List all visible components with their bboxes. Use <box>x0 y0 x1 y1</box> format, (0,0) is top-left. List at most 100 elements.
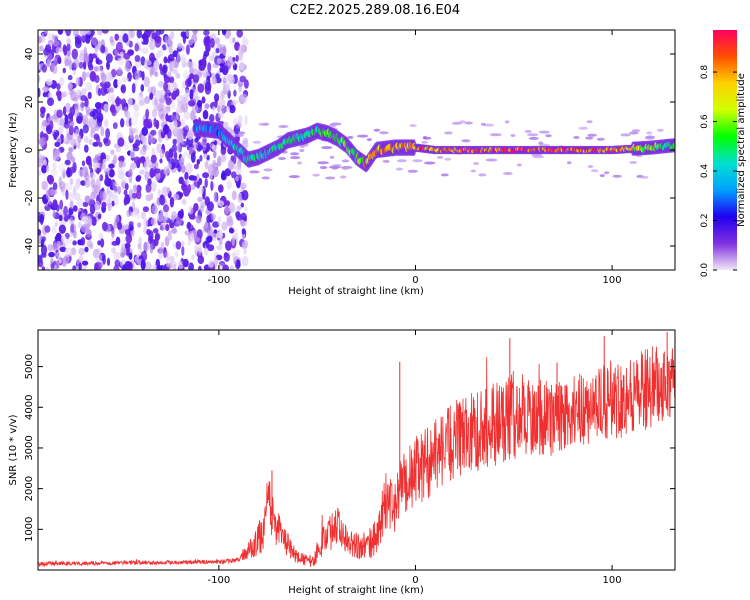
noise-blob <box>193 141 199 150</box>
noise-blob <box>85 106 91 113</box>
noise-blob <box>184 171 189 181</box>
noise-blob <box>115 236 121 246</box>
noise-blob <box>174 250 179 258</box>
noise-blob <box>221 65 229 76</box>
noise-blob <box>157 247 164 254</box>
noise-blob <box>137 222 142 228</box>
noise-blob <box>98 232 104 240</box>
noise-blob <box>139 169 145 175</box>
noise-blob <box>312 173 320 177</box>
noise-blob <box>41 266 46 270</box>
noise-blob <box>141 126 149 136</box>
noise-blob <box>73 205 78 212</box>
noise-blob <box>129 125 133 137</box>
noise-blob <box>145 108 150 119</box>
noise-blob <box>423 161 436 165</box>
noise-blob <box>94 200 101 211</box>
noise-blob <box>54 221 59 227</box>
noise-blob <box>226 106 230 113</box>
noise-blob <box>170 31 175 40</box>
snr-series-line <box>38 346 675 568</box>
noise-blob <box>188 146 194 154</box>
noise-blob <box>526 133 539 137</box>
noise-blob <box>243 216 247 222</box>
snr-ytick-label: 4000 <box>24 395 35 420</box>
noise-blob <box>223 122 227 129</box>
snr-ylabel: SNR (10 * v/v) <box>8 414 19 485</box>
noise-blob <box>154 60 159 70</box>
noise-blob <box>42 85 50 93</box>
noise-blob <box>124 260 132 270</box>
noise-blob <box>603 171 610 175</box>
noise-blob <box>263 168 273 172</box>
noise-blob <box>176 141 181 153</box>
noise-blob <box>68 112 74 120</box>
noise-blob <box>85 215 91 223</box>
noise-blob <box>81 71 87 82</box>
noise-blob <box>187 240 192 246</box>
noise-blob <box>175 240 182 250</box>
noise-blob <box>207 62 212 73</box>
spectrogram-axes: -100 0 100 -40 -20 0 20 40 <box>24 30 675 286</box>
spectrogram-ytick-label: 20 <box>24 96 35 109</box>
noise-blob <box>252 140 262 144</box>
noise-blob <box>396 159 407 163</box>
noise-blob <box>161 186 169 197</box>
noise-blob <box>238 44 246 56</box>
noise-blob <box>69 121 75 127</box>
noise-blob <box>64 247 72 257</box>
noise-blob <box>451 121 462 125</box>
noise-blob <box>85 30 92 36</box>
noise-blob <box>71 48 79 60</box>
noise-blob <box>89 242 94 250</box>
noise-blob <box>50 261 55 270</box>
snr-xlabel: Height of straight line (km) <box>288 585 424 596</box>
noise-blob <box>150 181 157 192</box>
noise-blob <box>226 74 234 82</box>
noise-blob <box>105 72 113 82</box>
noise-blob <box>184 89 190 98</box>
noise-blob <box>171 144 178 152</box>
spectrogram-marks <box>38 30 675 270</box>
noise-blob <box>538 130 550 134</box>
noise-blob <box>94 74 100 84</box>
noise-blob <box>97 213 102 220</box>
noise-blob <box>113 79 119 89</box>
noise-blob <box>236 259 241 268</box>
noise-blob <box>52 161 57 171</box>
noise-blob <box>237 131 246 135</box>
noise-blob <box>193 163 199 170</box>
colorbar-tick-label: 0.6 <box>700 114 710 129</box>
noise-blob <box>38 149 41 155</box>
noise-blob <box>657 128 664 132</box>
noise-blob <box>133 156 141 165</box>
snr-ytick-label: 2000 <box>24 476 35 501</box>
noise-blob <box>216 264 223 270</box>
noise-blob <box>129 162 136 171</box>
noise-blob <box>84 144 89 153</box>
noise-blob <box>218 47 226 54</box>
noise-blob <box>50 62 55 72</box>
noise-blob <box>103 81 111 89</box>
noise-blob <box>213 191 218 203</box>
noise-blob <box>62 67 66 74</box>
noise-blob <box>68 124 74 136</box>
noise-blob <box>379 131 389 135</box>
noise-blob <box>172 138 177 146</box>
noise-blob <box>133 104 140 112</box>
noise-blob <box>331 166 339 170</box>
noise-blob <box>213 140 218 146</box>
noise-blob <box>187 76 192 86</box>
noise-blob <box>170 101 176 110</box>
noise-blob <box>173 193 180 201</box>
noise-blob <box>44 266 50 270</box>
noise-blob <box>185 163 193 174</box>
noise-blob <box>339 175 347 179</box>
noise-blob <box>629 161 638 164</box>
noise-blob <box>120 252 125 258</box>
noise-blob <box>538 141 544 145</box>
noise-blob <box>152 228 159 234</box>
noise-blob <box>127 96 133 108</box>
noise-blob <box>545 134 552 138</box>
noise-blob <box>188 100 195 107</box>
